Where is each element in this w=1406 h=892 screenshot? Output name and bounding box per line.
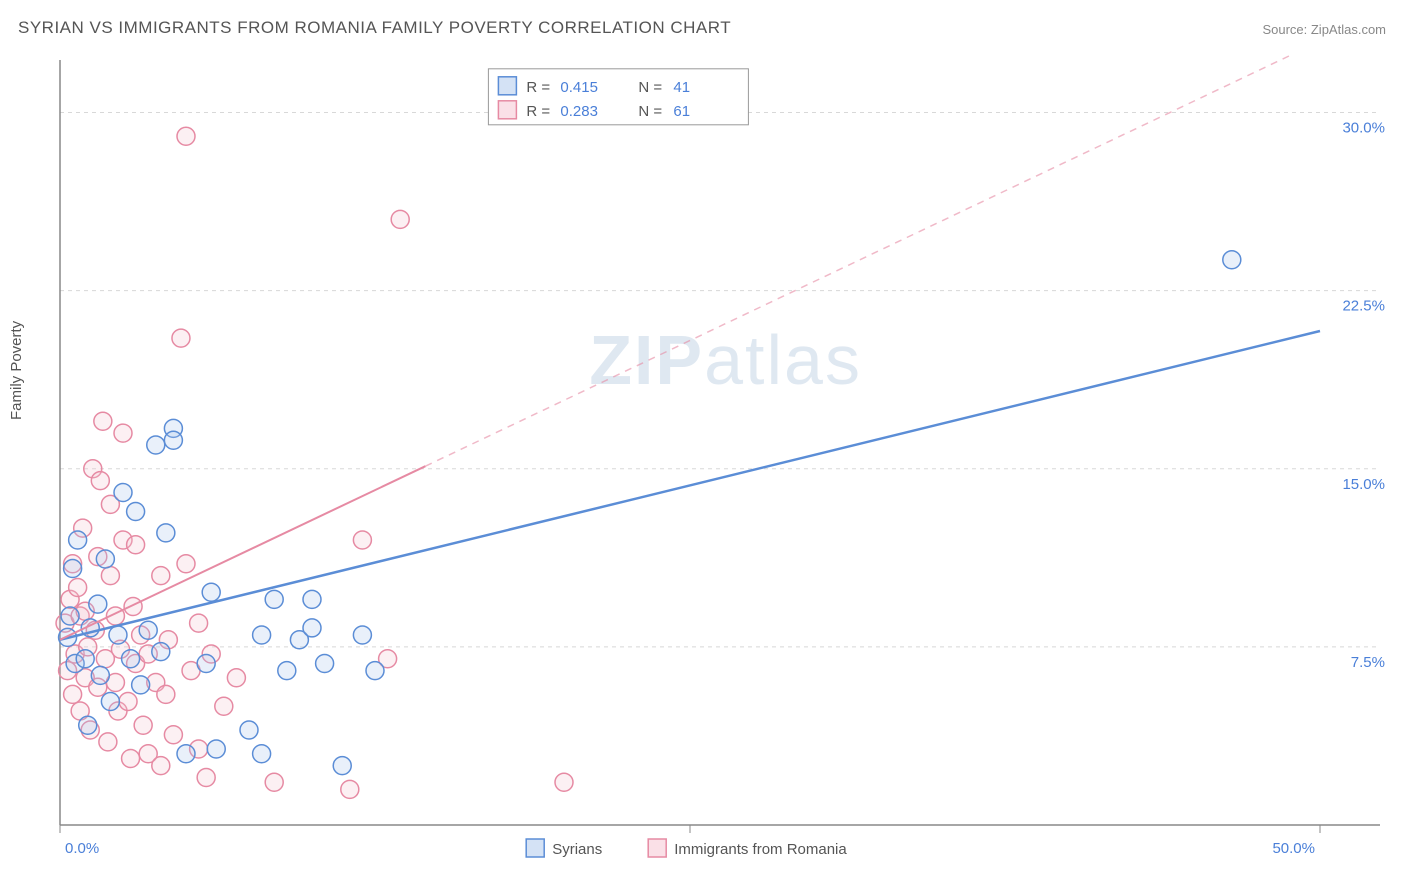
data-point — [366, 662, 384, 680]
data-point — [64, 560, 82, 578]
data-point — [99, 733, 117, 751]
data-point — [114, 424, 132, 442]
data-point — [391, 210, 409, 228]
data-point — [265, 773, 283, 791]
data-point — [172, 329, 190, 347]
data-point — [207, 740, 225, 758]
data-point — [94, 412, 112, 430]
legend-n-label: N = — [638, 79, 662, 96]
data-point — [177, 555, 195, 573]
data-point — [202, 583, 220, 601]
data-point — [333, 757, 351, 775]
data-point — [157, 524, 175, 542]
data-point — [227, 669, 245, 687]
chart-container: SYRIAN VS IMMIGRANTS FROM ROMANIA FAMILY… — [0, 0, 1406, 892]
x-axis-label: 50.0% — [1272, 840, 1315, 857]
data-point — [157, 685, 175, 703]
data-point — [69, 579, 87, 597]
plot-area: 7.5%15.0%22.5%30.0%ZIPatlas0.0%50.0%R =0… — [50, 55, 1390, 835]
data-point — [177, 745, 195, 763]
data-point — [164, 431, 182, 449]
legend-bottom-label: Syrians — [552, 841, 602, 858]
y-tick-label: 15.0% — [1342, 476, 1385, 493]
data-point — [152, 643, 170, 661]
data-point — [197, 655, 215, 673]
chart-title: SYRIAN VS IMMIGRANTS FROM ROMANIA FAMILY… — [18, 18, 731, 38]
data-point — [197, 769, 215, 787]
legend-swatch — [498, 77, 516, 95]
data-point — [127, 536, 145, 554]
legend-n-value: 61 — [673, 103, 690, 120]
data-point — [316, 655, 334, 673]
data-point — [124, 598, 142, 616]
data-point — [132, 676, 150, 694]
x-axis-label: 0.0% — [65, 840, 99, 857]
legend-bottom-swatch — [648, 839, 666, 857]
data-point — [253, 745, 271, 763]
data-point — [89, 595, 107, 613]
data-point — [139, 621, 157, 639]
data-point — [240, 721, 258, 739]
data-point — [61, 607, 79, 625]
data-point — [79, 716, 97, 734]
data-point — [109, 626, 127, 644]
legend-r-value: 0.283 — [560, 103, 598, 120]
data-point — [253, 626, 271, 644]
data-point — [122, 750, 140, 768]
data-point — [215, 697, 233, 715]
data-point — [164, 726, 182, 744]
y-axis-label: Family Poverty — [8, 321, 25, 420]
y-tick-label: 7.5% — [1351, 654, 1385, 671]
data-point — [101, 567, 119, 585]
legend-r-label: R = — [526, 79, 550, 96]
data-point — [134, 716, 152, 734]
y-tick-label: 22.5% — [1342, 298, 1385, 315]
data-point — [152, 567, 170, 585]
data-point — [91, 472, 109, 490]
data-point — [69, 531, 87, 549]
legend-n-value: 41 — [673, 79, 690, 96]
data-point — [76, 650, 94, 668]
data-point — [152, 757, 170, 775]
data-point — [303, 590, 321, 608]
data-point — [64, 685, 82, 703]
data-point — [91, 666, 109, 684]
data-point — [119, 693, 137, 711]
data-point — [1223, 251, 1241, 269]
data-point — [555, 773, 573, 791]
y-tick-label: 30.0% — [1342, 120, 1385, 137]
data-point — [265, 590, 283, 608]
data-point — [353, 531, 371, 549]
data-point — [114, 484, 132, 502]
legend-n-label: N = — [638, 103, 662, 120]
data-point — [122, 650, 140, 668]
data-point — [303, 619, 321, 637]
data-point — [127, 503, 145, 521]
data-point — [353, 626, 371, 644]
data-point — [341, 780, 359, 798]
legend-swatch — [498, 101, 516, 119]
data-point — [147, 436, 165, 454]
data-point — [96, 550, 114, 568]
legend-bottom-label: Immigrants from Romania — [674, 841, 847, 858]
watermark: ZIPatlas — [589, 321, 862, 399]
source-label: Source: ZipAtlas.com — [1262, 22, 1386, 37]
data-point — [101, 693, 119, 711]
legend-bottom-swatch — [526, 839, 544, 857]
data-point — [278, 662, 296, 680]
legend-r-value: 0.415 — [560, 79, 598, 96]
legend-r-label: R = — [526, 103, 550, 120]
data-point — [177, 127, 195, 145]
data-point — [190, 614, 208, 632]
chart-svg: 7.5% 15.0% 22.5% 30.0% ZIPatlas 0.0% 50.0% R = 0… — [50, 55, 1390, 865]
